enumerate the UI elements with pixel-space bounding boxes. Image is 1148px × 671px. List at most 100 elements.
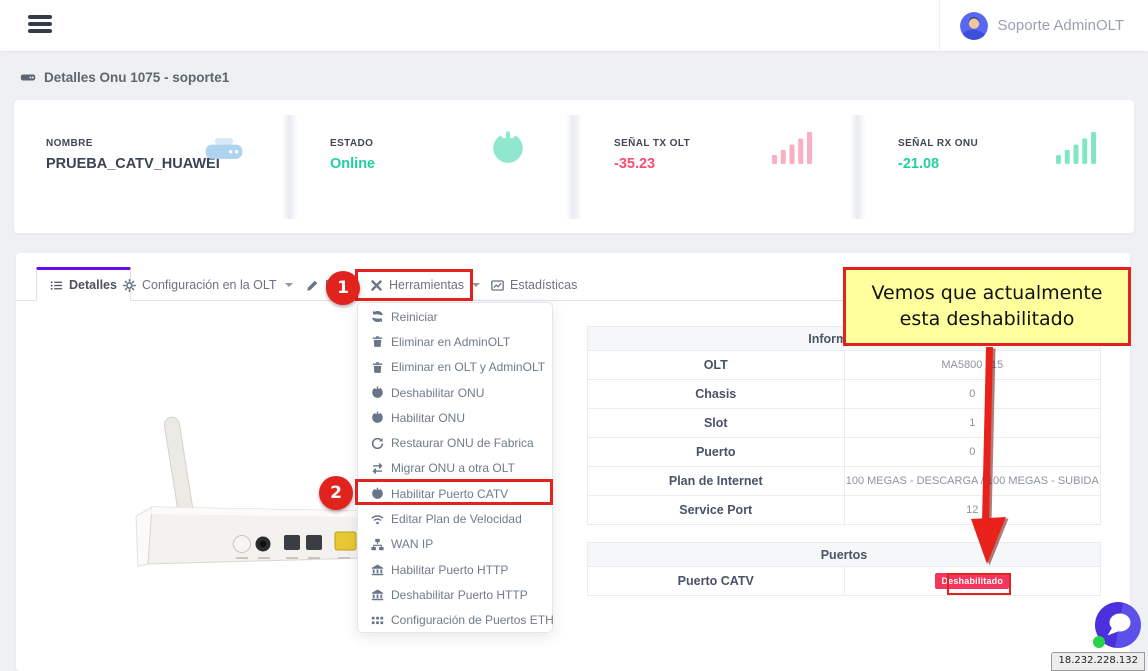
table-row: Puerto CATV Deshabilitado — [587, 566, 1101, 596]
tab-label: Detalles — [69, 278, 117, 292]
ports-table: Puertos Puerto CATV Deshabilitado — [587, 542, 1101, 596]
menu-item-deshabilitar-onu[interactable]: Deshabilitar ONU — [358, 380, 552, 405]
annotation-arrow-down — [971, 347, 1009, 566]
redo-icon — [371, 437, 384, 450]
menu-item-habilitar-puerto-catv[interactable]: Habilitar Puerto CATV — [358, 481, 552, 506]
table-row: OLT MA5800 x15 — [587, 350, 1101, 380]
annotation-callout: Vemos que actualmente esta deshabilitado — [843, 267, 1131, 346]
table-row: Slot 1 — [587, 408, 1101, 438]
menu-item-label: Editar Plan de Velocidad — [391, 512, 522, 527]
power-icon — [371, 487, 384, 500]
stat-value: PRUEBA_CATV_HUAWEI — [46, 156, 220, 172]
tab-label: Estadísticas — [510, 278, 578, 292]
menu-item-restaurar-onu-de-fabrica[interactable]: Restaurar ONU de Fabrica — [358, 430, 552, 455]
row-label: Puerto — [587, 437, 845, 467]
onu-stats-card: NOMBRE PRUEBA_CATV_HUAWEI ESTADO Online SEÑA… — [14, 100, 1134, 233]
table-header: Puertos — [587, 542, 1101, 567]
trash-icon — [371, 335, 384, 348]
info-table: InformaciónOLTMA5800 x15Chasis0Slot1Puer… — [587, 326, 1101, 525]
exchange-icon — [371, 462, 384, 475]
tools-icon — [370, 279, 383, 292]
menu-item-habilitar-onu[interactable]: Habilitar ONU — [358, 405, 552, 430]
stat-label: NOMBRE — [46, 138, 93, 149]
menu-item-label: Eliminar en AdminOLT — [391, 334, 511, 349]
power-icon — [371, 411, 384, 424]
stat-divider — [282, 114, 298, 219]
menu-item-migrar-onu-a-otra-olt[interactable]: Migrar ONU a otra OLT — [358, 456, 552, 481]
herramientas-dropdown: Reiniciar Eliminar en AdminOLT Eliminar en… — [357, 302, 554, 633]
row-label: Plan de Internet — [587, 466, 845, 496]
power-icon — [488, 130, 528, 166]
row-value: 100 MEGAS - DESCARGA / 100 MEGAS - SUBID… — [843, 466, 1101, 496]
menu-item-eliminar-en-adminolt[interactable]: Eliminar en AdminOLT — [358, 329, 552, 354]
menu-item-eliminar-en-olt-y-adminolt[interactable]: Eliminar en OLT y AdminOLT — [358, 355, 552, 380]
wifi-icon — [371, 513, 384, 526]
tab-configuracion-en-la-olt[interactable]: Configuración en la OLT — [110, 270, 306, 300]
user-menu[interactable]: Soporte AdminOLT — [938, 0, 1148, 51]
stat-label: ESTADO — [330, 138, 374, 149]
table-row: Chasis 0 — [587, 379, 1101, 409]
menu-item-label: Habilitar ONU — [391, 410, 466, 425]
stat-card-nombre: NOMBRE PRUEBA_CATV_HUAWEI — [14, 100, 282, 233]
stat-card-estado: ESTADO Online — [298, 100, 566, 233]
user-avatar-icon — [959, 11, 988, 40]
row-value: 0 — [843, 379, 1101, 409]
caret-down-icon — [284, 283, 293, 287]
tab-label: Herramientas — [389, 278, 465, 292]
row-value: 12 — [843, 495, 1101, 525]
row-label: Slot — [587, 408, 845, 438]
stat-value: Online — [330, 156, 376, 172]
tab-detalles[interactable]: Detalles — [36, 267, 131, 301]
bank-icon — [371, 563, 384, 576]
pencil-icon — [306, 279, 319, 292]
annotation-box-badge — [947, 573, 1011, 595]
status-bar-url: 18.232.228.132 — [1051, 652, 1145, 671]
hdd-icon — [20, 69, 36, 85]
table-row: Puerto 0 — [587, 437, 1101, 467]
stat-card-senal-rx-onu: SEÑAL RX ONU -21.08 — [866, 100, 1134, 233]
stat-card-senal-tx-olt: SEÑAL TX OLT -35.23 — [582, 100, 850, 233]
annotation-box-herramientas-tab — [355, 269, 473, 301]
grid-icon — [371, 614, 384, 627]
menu-item-wan-ip[interactable]: WAN IP — [358, 532, 552, 557]
table-row: Plan de Internet 100 MEGAS - DESCARGA / 1… — [587, 466, 1101, 496]
row-value: 0 — [843, 437, 1101, 467]
bank-icon — [371, 588, 384, 601]
menu-item-label: Restaurar ONU de Fabrica — [391, 436, 534, 451]
hamburger-icon[interactable] — [28, 15, 52, 35]
menu-item-deshabilitar-puerto-http[interactable]: Deshabilitar Puerto HTTP — [358, 582, 552, 607]
caret-down-icon — [472, 283, 481, 287]
menu-item-label: Deshabilitar ONU — [391, 385, 485, 400]
menu-item-configuracion-de-puertos-eth[interactable]: Configuración de Puertos ETH — [358, 608, 554, 633]
user-name: Soporte AdminOLT — [997, 17, 1124, 34]
stat-value: -35.23 — [614, 156, 656, 172]
chat-bubble-icon — [1107, 613, 1131, 636]
signal-icon — [1056, 130, 1096, 166]
stat-label: SEÑAL TX OLT — [614, 138, 691, 149]
page-title: Detalles Onu 1075 - soporte1 — [20, 69, 229, 85]
row-label: OLT — [587, 350, 845, 380]
menu-item-editar-plan-de-velocidad[interactable]: Editar Plan de Velocidad — [358, 506, 552, 531]
signal-icon — [772, 130, 812, 166]
table-row: Service Port 12 — [587, 495, 1101, 525]
page-title-text: Detalles Onu 1075 - soporte1 — [44, 69, 230, 85]
online-status-dot — [1093, 636, 1105, 648]
row-label: Puerto CATV — [587, 566, 845, 596]
menu-item-label: Habilitar Puerto CATV — [391, 486, 509, 501]
sync-icon — [371, 310, 384, 323]
menu-item-reiniciar[interactable]: Reiniciar — [358, 304, 552, 329]
tab-label: Configuración en la OLT — [142, 278, 277, 292]
tab-estadisticas[interactable]: Estadísticas — [478, 270, 590, 300]
gear-icon — [123, 278, 136, 292]
stat-divider — [566, 114, 582, 219]
tab-herramientas[interactable]: Herramientas — [357, 270, 493, 300]
menu-item-label: Habilitar Puerto HTTP — [391, 562, 509, 577]
menu-item-label: Configuración de Puertos ETH — [391, 613, 554, 628]
menu-item-habilitar-puerto-http[interactable]: Habilitar Puerto HTTP — [358, 557, 552, 582]
row-value: Deshabilitado — [843, 566, 1101, 596]
list-icon — [50, 279, 63, 292]
row-label: Service Port — [587, 495, 845, 525]
annotation-step-2: 2 — [319, 476, 353, 510]
